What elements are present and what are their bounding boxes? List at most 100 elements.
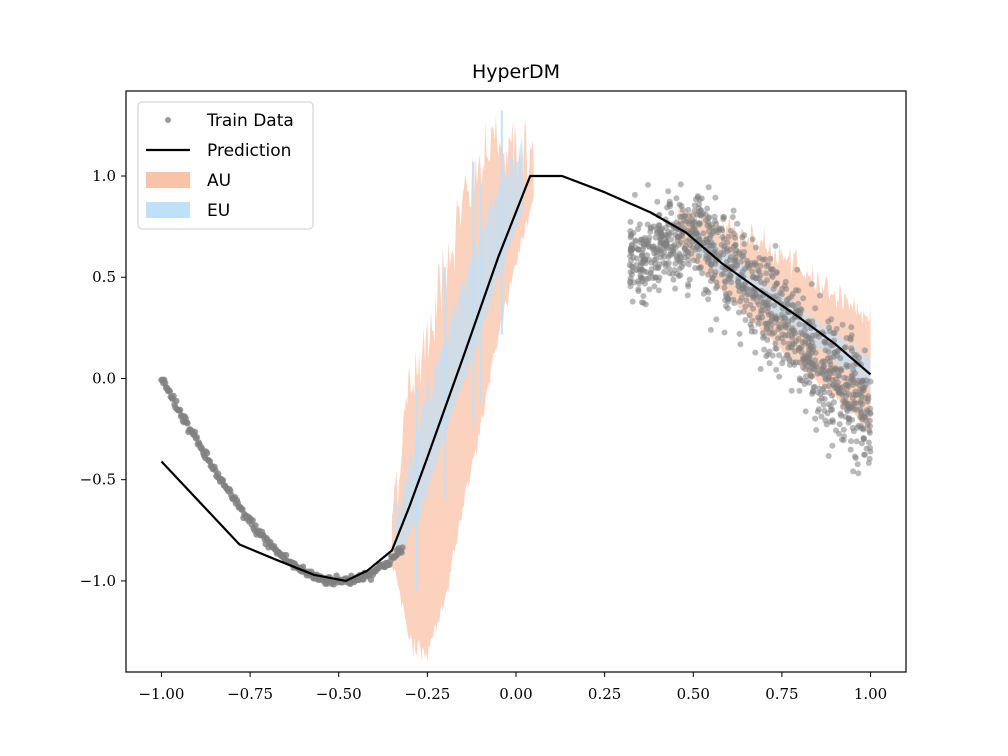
train-point-738 — [655, 287, 662, 294]
train-point-758 — [668, 210, 675, 216]
train-point-661 — [808, 281, 815, 288]
train-point-1310 — [750, 292, 757, 299]
train-point-915 — [802, 408, 809, 415]
train-point-795 — [727, 227, 734, 234]
chart-title: HyperDM — [472, 61, 560, 83]
train-point-1332 — [733, 261, 740, 268]
train-point-1181 — [833, 352, 840, 359]
y-tick-label-0: −1.0 — [80, 572, 116, 590]
train-point-1311 — [724, 248, 731, 255]
train-point-1127 — [864, 422, 871, 428]
train-point-774 — [704, 205, 711, 212]
train-point-1173 — [666, 198, 673, 205]
train-point-909 — [750, 274, 756, 281]
train-point-1125 — [707, 267, 714, 274]
train-data-points — [158, 181, 874, 588]
train-point-1244 — [628, 271, 635, 278]
train-point-1318 — [839, 321, 846, 328]
train-point-1164 — [822, 358, 828, 365]
train-point-1207 — [660, 245, 667, 252]
train-point-1239 — [679, 207, 686, 213]
train-point-902 — [845, 419, 852, 426]
train-point-1168 — [741, 289, 748, 296]
train-point-1306 — [676, 201, 683, 208]
train-point-1032 — [705, 296, 712, 303]
train-point-1341 — [691, 231, 698, 238]
train-point-1108 — [781, 314, 788, 321]
train-point-1212 — [631, 279, 637, 286]
train-point-1203 — [794, 266, 801, 273]
train-point-1135 — [665, 188, 672, 195]
train-point-1147 — [655, 246, 662, 253]
train-point-1126 — [848, 438, 854, 445]
train-point-1033 — [866, 429, 873, 436]
train-point-1214 — [673, 195, 680, 202]
train-point-1335 — [682, 212, 688, 219]
train-point-1346 — [813, 361, 819, 368]
train-point-258 — [398, 549, 405, 556]
train-point-766 — [730, 207, 737, 214]
train-point-20 — [176, 406, 184, 414]
train-point-1302 — [763, 263, 770, 270]
train-point-763 — [737, 341, 744, 348]
train-point-934 — [757, 294, 764, 301]
train-point-820 — [732, 242, 739, 249]
train-point-1325 — [648, 270, 654, 277]
train-point-908 — [631, 191, 638, 198]
train-point-1109 — [787, 344, 794, 351]
train-point-841 — [690, 212, 696, 219]
train-point-1224 — [825, 374, 832, 381]
train-point-1331 — [629, 298, 636, 305]
train-point-1252 — [822, 417, 829, 424]
x-tick-label-8: 1.00 — [854, 685, 887, 703]
train-point-1130 — [853, 438, 860, 445]
train-point-1104 — [810, 388, 816, 395]
train-point-899 — [696, 221, 702, 228]
train-point-853 — [721, 284, 728, 291]
train-point-1003 — [801, 327, 808, 334]
train-point-674 — [713, 285, 719, 292]
train-point-1145 — [761, 333, 768, 340]
train-point-1102 — [773, 366, 780, 373]
train-point-600 — [848, 332, 855, 339]
train-point-687 — [640, 293, 647, 299]
train-point-1197 — [833, 325, 840, 332]
train-point-824 — [778, 291, 785, 298]
train-point-1312 — [691, 224, 698, 231]
y-tick-label-2: 0.0 — [92, 369, 116, 387]
train-point-1179 — [781, 282, 788, 289]
train-point-1157 — [786, 328, 793, 335]
train-point-1150 — [692, 265, 699, 272]
train-point-4 — [162, 379, 169, 387]
eu-spike-1 — [444, 267, 447, 500]
train-point-1063 — [745, 264, 752, 271]
legend-label-train-data: Train Data — [206, 111, 294, 131]
train-point-1305 — [739, 285, 746, 291]
legend-label-au: AU — [207, 171, 231, 191]
train-point-638 — [749, 236, 756, 243]
train-point-1227 — [685, 248, 692, 255]
train-point-968 — [695, 253, 702, 259]
train-point-1180 — [658, 251, 665, 258]
train-point-783 — [748, 328, 755, 335]
train-point-1355 — [699, 270, 706, 277]
train-point-1245 — [755, 275, 762, 282]
train-point-924 — [747, 301, 754, 308]
train-point-49 — [203, 449, 211, 457]
train-point-1062 — [789, 290, 796, 297]
prediction-line — [160, 174, 872, 583]
x-tick-label-2: −0.50 — [316, 685, 362, 703]
train-point-1196 — [635, 246, 642, 253]
train-point-1021 — [712, 269, 719, 276]
train-point-803 — [743, 297, 750, 304]
train-point-873 — [767, 255, 774, 262]
train-point-1307 — [810, 347, 817, 353]
train-point-711 — [761, 280, 768, 287]
train-point-679 — [643, 269, 650, 275]
train-point-1211 — [670, 276, 677, 283]
train-point-1113 — [816, 369, 823, 376]
train-point-1323 — [639, 299, 645, 306]
train-point-852 — [803, 378, 810, 384]
train-point-363 — [654, 198, 661, 205]
train-point-750 — [820, 401, 827, 408]
